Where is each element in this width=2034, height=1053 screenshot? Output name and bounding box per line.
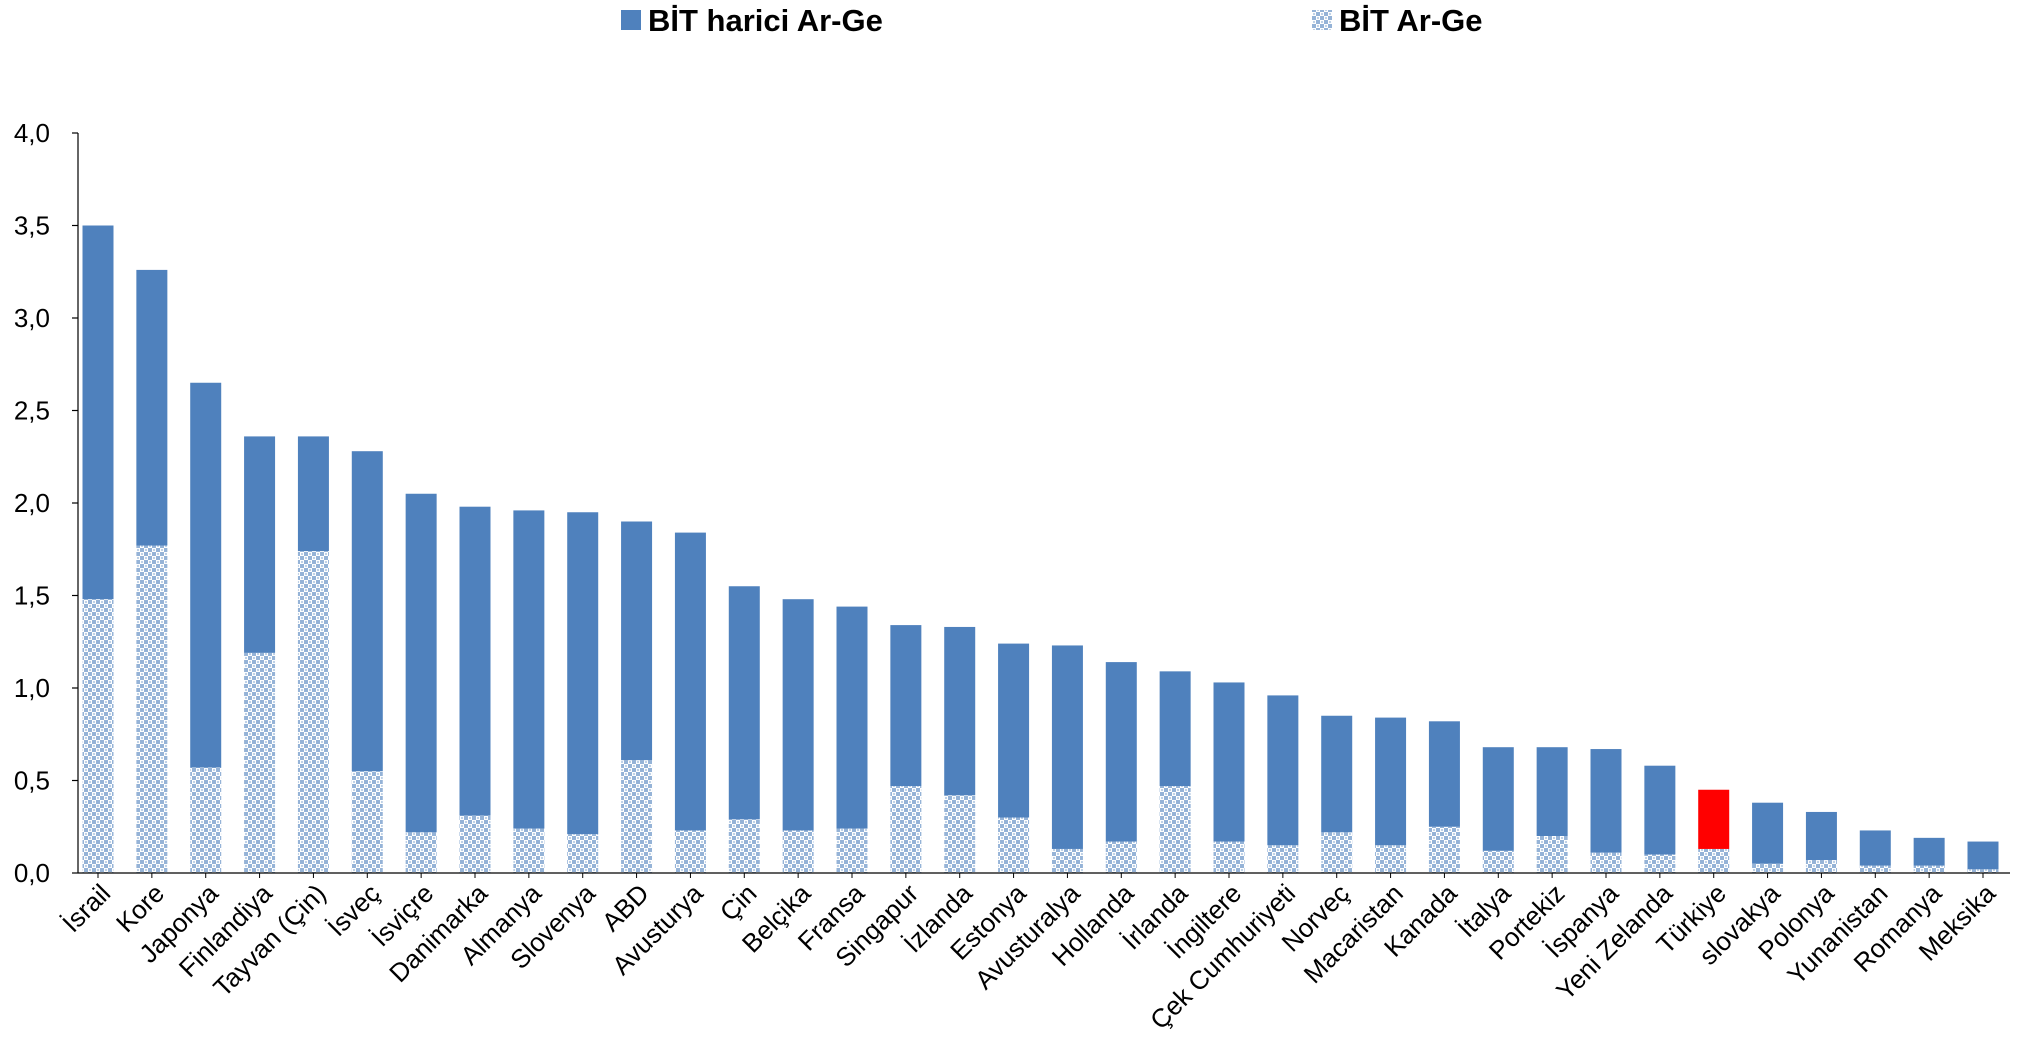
bar-ict bbox=[1051, 848, 1083, 873]
bar-non-ict bbox=[1375, 717, 1407, 846]
y-tick-label: 3,0 bbox=[14, 303, 50, 333]
bar-ict bbox=[459, 815, 491, 873]
bar-ict bbox=[1105, 841, 1137, 873]
y-tick-label: 2,0 bbox=[14, 488, 50, 518]
bar-non-ict bbox=[998, 643, 1030, 818]
bar-non-ict bbox=[621, 521, 653, 761]
bar-ict bbox=[567, 834, 599, 873]
bar-non-ict bbox=[136, 269, 168, 546]
bar-ict bbox=[1590, 852, 1622, 873]
bar-non-ict bbox=[1913, 837, 1945, 866]
bar-ict bbox=[944, 795, 976, 873]
bar-non-ict bbox=[244, 436, 276, 653]
bar-non-ict bbox=[1213, 682, 1245, 842]
bars bbox=[82, 225, 1999, 873]
bar-non-ict bbox=[297, 436, 329, 552]
bar-ict bbox=[405, 832, 437, 873]
bar-non-ict bbox=[459, 506, 491, 816]
legend-label-ict: BİT Ar-Ge bbox=[1339, 3, 1483, 38]
bar-ict bbox=[1321, 832, 1353, 873]
bar-non-ict bbox=[1698, 789, 1730, 849]
bar-ict bbox=[1859, 865, 1891, 873]
y-tick-label: 1,5 bbox=[14, 581, 50, 611]
bar-non-ict bbox=[1428, 721, 1460, 827]
y-tick-label: 4,0 bbox=[14, 118, 50, 148]
bar-non-ict bbox=[1267, 695, 1299, 846]
bar-ict bbox=[1482, 850, 1514, 873]
bar-ict bbox=[1267, 845, 1299, 873]
bar-ict bbox=[190, 767, 222, 873]
bar-ict bbox=[513, 828, 545, 873]
bar-ict bbox=[1698, 848, 1730, 873]
bar-ict bbox=[674, 830, 706, 873]
bar-ict bbox=[836, 828, 868, 873]
bar-ict bbox=[1375, 845, 1407, 873]
bar-non-ict bbox=[728, 586, 760, 820]
bar-ict bbox=[621, 760, 653, 873]
legend-item-non-ict: BİT harici Ar-Ge bbox=[621, 3, 883, 38]
bar-ict bbox=[728, 819, 760, 873]
bar-non-ict bbox=[674, 532, 706, 831]
bar-ict bbox=[1159, 786, 1191, 873]
bar-ict bbox=[1428, 826, 1460, 873]
bar-non-ict bbox=[1752, 802, 1784, 864]
bar-non-ict bbox=[1051, 645, 1083, 849]
bar-ict bbox=[1913, 865, 1945, 873]
bar-non-ict bbox=[1159, 671, 1191, 787]
bar-non-ict bbox=[890, 625, 922, 787]
bar-non-ict bbox=[1805, 811, 1837, 861]
x-tick-label: İsrail bbox=[56, 878, 116, 938]
legend: BİT harici Ar-Ge BİT Ar-Ge bbox=[621, 3, 1483, 38]
bar-ict bbox=[82, 599, 114, 873]
bar-ict bbox=[782, 830, 814, 873]
bar-ict bbox=[890, 786, 922, 873]
bar-non-ict bbox=[82, 225, 114, 600]
bar-ict bbox=[998, 817, 1030, 873]
bar-ict bbox=[1644, 854, 1676, 873]
bar-non-ict bbox=[1590, 749, 1622, 853]
bar-non-ict bbox=[1644, 765, 1676, 855]
bar-non-ict bbox=[782, 599, 814, 831]
bar-non-ict bbox=[405, 493, 437, 833]
bar-non-ict bbox=[1321, 715, 1353, 833]
bar-ict bbox=[297, 551, 329, 873]
bar-ict bbox=[244, 652, 276, 873]
bar-non-ict bbox=[1859, 830, 1891, 866]
bar-ict bbox=[1752, 863, 1784, 873]
y-tick-label: 0,0 bbox=[14, 858, 50, 888]
legend-swatch-non-ict bbox=[621, 10, 641, 30]
legend-label-non-ict: BİT harici Ar-Ge bbox=[648, 3, 883, 38]
bar-non-ict bbox=[567, 512, 599, 835]
bar-non-ict bbox=[1105, 662, 1137, 842]
bar-ict bbox=[1213, 841, 1245, 873]
bar-non-ict bbox=[513, 510, 545, 829]
y-axis: 0,0 0,5 1,0 1,5 2,0 2,5 3,0 3,5 4,0 bbox=[14, 118, 79, 888]
legend-item-ict: BİT Ar-Ge bbox=[1312, 3, 1483, 38]
bar-non-ict bbox=[351, 451, 383, 772]
bar-ict bbox=[1805, 860, 1837, 873]
bar-ict bbox=[136, 545, 168, 873]
bar-ict bbox=[351, 771, 383, 873]
y-tick-label: 3,5 bbox=[14, 211, 50, 241]
y-tick-label: 1,0 bbox=[14, 673, 50, 703]
bar-non-ict bbox=[1482, 747, 1514, 851]
y-tick-label: 2,5 bbox=[14, 396, 50, 426]
y-tick-label: 0,5 bbox=[14, 766, 50, 796]
bar-non-ict bbox=[836, 606, 868, 829]
bar-non-ict bbox=[1967, 841, 1999, 870]
bar-ict bbox=[1536, 836, 1568, 873]
bar-non-ict bbox=[1536, 747, 1568, 836]
bar-non-ict bbox=[944, 626, 976, 796]
bar-non-ict bbox=[190, 382, 222, 768]
bar-ict bbox=[1967, 869, 1999, 873]
legend-swatch-ict bbox=[1312, 10, 1332, 30]
